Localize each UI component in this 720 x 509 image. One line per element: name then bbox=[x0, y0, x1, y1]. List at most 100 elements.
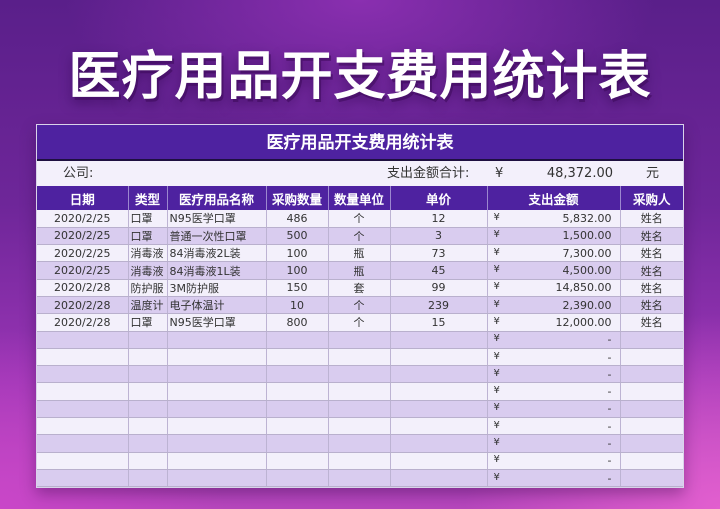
cell-type[interactable] bbox=[128, 469, 168, 488]
cell-name[interactable] bbox=[167, 365, 267, 384]
cell-qty[interactable] bbox=[266, 434, 329, 453]
cell-qty[interactable]: 100 bbox=[266, 244, 329, 263]
cell-qty[interactable]: 10 bbox=[266, 296, 329, 315]
cell-amount[interactable]: ¥ - bbox=[487, 348, 621, 367]
cell-buyer[interactable] bbox=[620, 452, 683, 470]
cell-price[interactable]: 45 bbox=[390, 261, 488, 280]
cell-date[interactable] bbox=[37, 469, 129, 488]
cell-date[interactable] bbox=[37, 434, 129, 453]
cell-qty[interactable] bbox=[266, 331, 329, 349]
cell-unit[interactable] bbox=[328, 417, 391, 436]
cell-type[interactable] bbox=[128, 400, 168, 419]
cell-amount[interactable]: ¥ - bbox=[487, 331, 621, 349]
cell-amount[interactable]: ¥ - bbox=[487, 365, 621, 384]
cell-buyer[interactable] bbox=[620, 382, 683, 401]
cell-buyer[interactable] bbox=[620, 417, 683, 436]
col-header-amount[interactable]: 支出金额 bbox=[487, 186, 621, 210]
cell-name[interactable]: 普通一次性口罩 bbox=[167, 227, 267, 246]
cell-unit[interactable]: 个 bbox=[328, 296, 391, 315]
cell-qty[interactable] bbox=[266, 348, 329, 367]
cell-amount[interactable]: ¥ - bbox=[487, 400, 621, 419]
cell-date[interactable] bbox=[37, 382, 129, 401]
cell-buyer[interactable]: 姓名 bbox=[620, 227, 683, 246]
cell-price[interactable] bbox=[390, 434, 488, 453]
cell-type[interactable] bbox=[128, 365, 168, 384]
cell-price[interactable] bbox=[390, 348, 488, 367]
cell-buyer[interactable] bbox=[620, 469, 683, 488]
cell-amount[interactable]: ¥14,850.00 bbox=[487, 279, 621, 297]
cell-qty[interactable]: 486 bbox=[266, 210, 329, 228]
cell-name[interactable] bbox=[167, 331, 267, 349]
col-header-qty[interactable]: 采购数量 bbox=[266, 186, 329, 210]
cell-type[interactable]: 消毒液 bbox=[128, 244, 168, 263]
cell-unit[interactable]: 瓶 bbox=[328, 244, 391, 263]
cell-type[interactable] bbox=[128, 331, 168, 349]
company-label[interactable]: 公司: bbox=[63, 166, 94, 181]
cell-amount[interactable]: ¥7,300.00 bbox=[487, 244, 621, 263]
cell-unit[interactable] bbox=[328, 434, 391, 453]
cell-qty[interactable] bbox=[266, 417, 329, 436]
cell-date[interactable] bbox=[37, 331, 129, 349]
cell-price[interactable]: 12 bbox=[390, 210, 488, 228]
cell-unit[interactable] bbox=[328, 365, 391, 384]
cell-name[interactable]: 电子体温计 bbox=[167, 296, 267, 315]
cell-price[interactable]: 99 bbox=[390, 279, 488, 297]
cell-qty[interactable] bbox=[266, 365, 329, 384]
cell-type[interactable] bbox=[128, 348, 168, 367]
cell-name[interactable]: 84消毒液1L装 bbox=[167, 261, 267, 280]
cell-unit[interactable] bbox=[328, 452, 391, 470]
cell-amount[interactable]: ¥2,390.00 bbox=[487, 296, 621, 315]
cell-date[interactable] bbox=[37, 365, 129, 384]
cell-name[interactable] bbox=[167, 382, 267, 401]
cell-type[interactable] bbox=[128, 382, 168, 401]
cell-name[interactable] bbox=[167, 469, 267, 488]
cell-name[interactable]: 84消毒液2L装 bbox=[167, 244, 267, 263]
cell-buyer[interactable]: 姓名 bbox=[620, 296, 683, 315]
col-header-name[interactable]: 医疗用品名称 bbox=[167, 186, 267, 210]
cell-amount[interactable]: ¥ - bbox=[487, 382, 621, 401]
col-header-date[interactable]: 日期 bbox=[37, 186, 129, 210]
cell-type[interactable]: 口罩 bbox=[128, 227, 168, 246]
cell-date[interactable]: 2020/2/25 bbox=[37, 210, 129, 228]
cell-type[interactable]: 防护服 bbox=[128, 279, 168, 297]
col-header-unit[interactable]: 数量单位 bbox=[328, 186, 391, 210]
cell-date[interactable] bbox=[37, 452, 129, 470]
cell-amount[interactable]: ¥1,500.00 bbox=[487, 227, 621, 246]
cell-price[interactable] bbox=[390, 469, 488, 488]
cell-date[interactable]: 2020/2/25 bbox=[37, 227, 129, 246]
cell-buyer[interactable]: 姓名 bbox=[620, 313, 683, 332]
cell-type[interactable] bbox=[128, 434, 168, 453]
cell-buyer[interactable] bbox=[620, 400, 683, 419]
cell-name[interactable] bbox=[167, 452, 267, 470]
cell-qty[interactable]: 800 bbox=[266, 313, 329, 332]
col-header-buyer[interactable]: 采购人 bbox=[620, 186, 683, 210]
cell-price[interactable] bbox=[390, 417, 488, 436]
cell-qty[interactable] bbox=[266, 452, 329, 470]
cell-buyer[interactable]: 姓名 bbox=[620, 210, 683, 228]
col-header-type[interactable]: 类型 bbox=[128, 186, 168, 210]
cell-amount[interactable]: ¥ - bbox=[487, 417, 621, 436]
cell-unit[interactable]: 个 bbox=[328, 210, 391, 228]
cell-name[interactable] bbox=[167, 417, 267, 436]
cell-buyer[interactable] bbox=[620, 348, 683, 367]
cell-price[interactable]: 15 bbox=[390, 313, 488, 332]
cell-unit[interactable] bbox=[328, 382, 391, 401]
cell-buyer[interactable]: 姓名 bbox=[620, 244, 683, 263]
cell-type[interactable]: 消毒液 bbox=[128, 261, 168, 280]
cell-unit[interactable]: 瓶 bbox=[328, 261, 391, 280]
cell-amount[interactable]: ¥ - bbox=[487, 452, 621, 470]
cell-type[interactable]: 口罩 bbox=[128, 313, 168, 332]
cell-buyer[interactable] bbox=[620, 331, 683, 349]
cell-unit[interactable] bbox=[328, 469, 391, 488]
cell-qty[interactable]: 150 bbox=[266, 279, 329, 297]
cell-amount[interactable]: ¥ - bbox=[487, 469, 621, 488]
cell-buyer[interactable]: 姓名 bbox=[620, 261, 683, 280]
cell-price[interactable] bbox=[390, 331, 488, 349]
cell-date[interactable]: 2020/2/25 bbox=[37, 244, 129, 263]
cell-date[interactable] bbox=[37, 348, 129, 367]
cell-amount[interactable]: ¥5,832.00 bbox=[487, 210, 621, 228]
cell-qty[interactable] bbox=[266, 382, 329, 401]
cell-price[interactable]: 239 bbox=[390, 296, 488, 315]
cell-amount[interactable]: ¥4,500.00 bbox=[487, 261, 621, 280]
cell-type[interactable] bbox=[128, 452, 168, 470]
